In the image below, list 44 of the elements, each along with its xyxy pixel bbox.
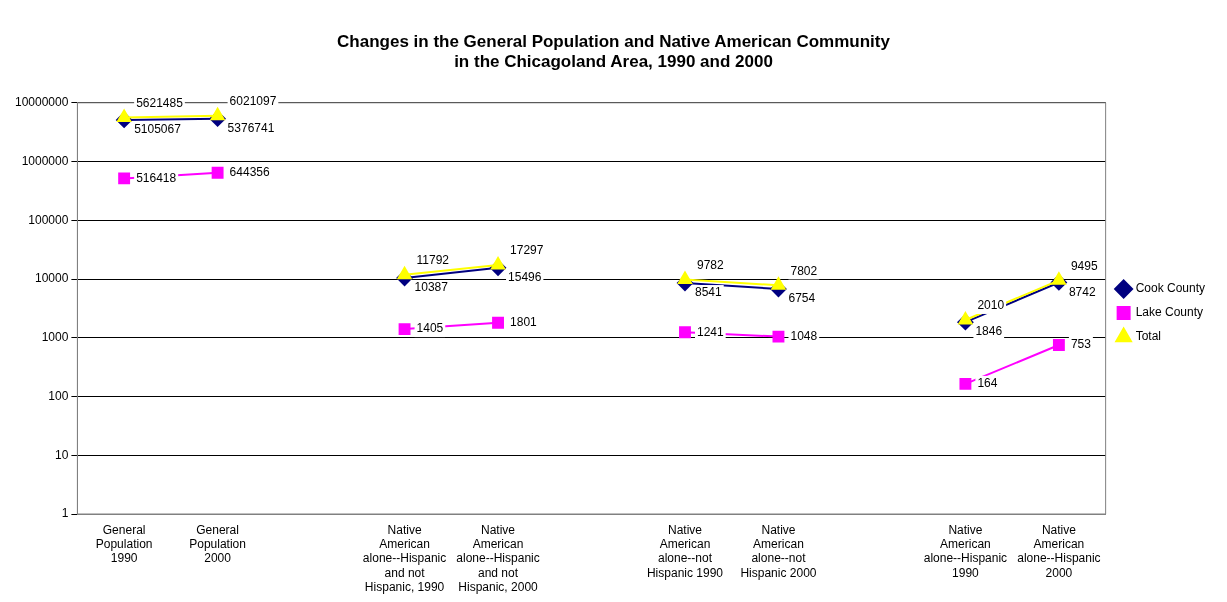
y-tick-label: 1 [61, 506, 69, 521]
data-label: 2010 [977, 298, 1005, 313]
y-tick-label: 100 [48, 388, 69, 403]
data-label: 6754 [788, 291, 816, 306]
x-tick-label: General Population 1990 [95, 522, 153, 566]
y-tick-label: 100000 [28, 212, 69, 227]
chart-title: Changes in the General Population and Native American Community in the Chicagoland Area, 1990 and 2000 [337, 31, 891, 72]
x-tick-label: Native American alone--Hispanic and not Hispanic, 1990 [362, 522, 447, 595]
data-label: 5621485 [136, 95, 184, 110]
x-tick-label: Native American alone--not Hispanic 2000 [740, 522, 817, 580]
data-label: 10387 [414, 280, 449, 295]
x-tick-label: Native American alone--Hispanic 2000 [1017, 522, 1101, 580]
data-label: 15496 [508, 270, 542, 285]
data-label: 644356 [229, 165, 270, 180]
data-label: 17297 [510, 243, 544, 258]
legend-label: Total [1135, 329, 1161, 344]
data-label: 1241 [696, 324, 725, 339]
y-tick-label: 1000 [41, 330, 69, 345]
data-label: 164 [977, 376, 998, 391]
data-label: 9495 [1070, 258, 1098, 273]
data-label: 1801 [510, 315, 538, 330]
y-tick-label: 1000000 [21, 153, 69, 168]
legend-label: Lake County [1135, 305, 1204, 320]
x-tick-label: Native American alone--not Hispanic 1990 [646, 522, 724, 580]
legend-label: Cook County [1135, 281, 1206, 296]
data-label: 5105067 [134, 122, 182, 137]
x-tick-label: Native American alone--Hispanic 1990 [923, 522, 1008, 580]
data-label: 1405 [416, 321, 444, 336]
y-tick-label: 10000000 [15, 95, 69, 110]
data-label: 9782 [696, 257, 725, 272]
y-tick-label: 10000 [35, 271, 69, 286]
y-tick-label: 10 [55, 447, 69, 462]
data-label: 5376741 [227, 120, 275, 135]
x-tick-label: Native American alone--Hispanic and not Hispanic, 2000 [456, 522, 540, 595]
data-label: 753 [1070, 337, 1092, 352]
x-tick-label: General Population 2000 [189, 522, 246, 566]
data-label: 8742 [1068, 284, 1096, 299]
data-label: 7802 [790, 263, 818, 278]
data-label: 1846 [975, 324, 1003, 339]
data-label: 11792 [416, 253, 450, 268]
data-label: 6021097 [229, 94, 277, 109]
data-label: 516418 [136, 170, 177, 185]
data-label: 8541 [694, 285, 723, 300]
data-label: 1048 [790, 328, 818, 343]
